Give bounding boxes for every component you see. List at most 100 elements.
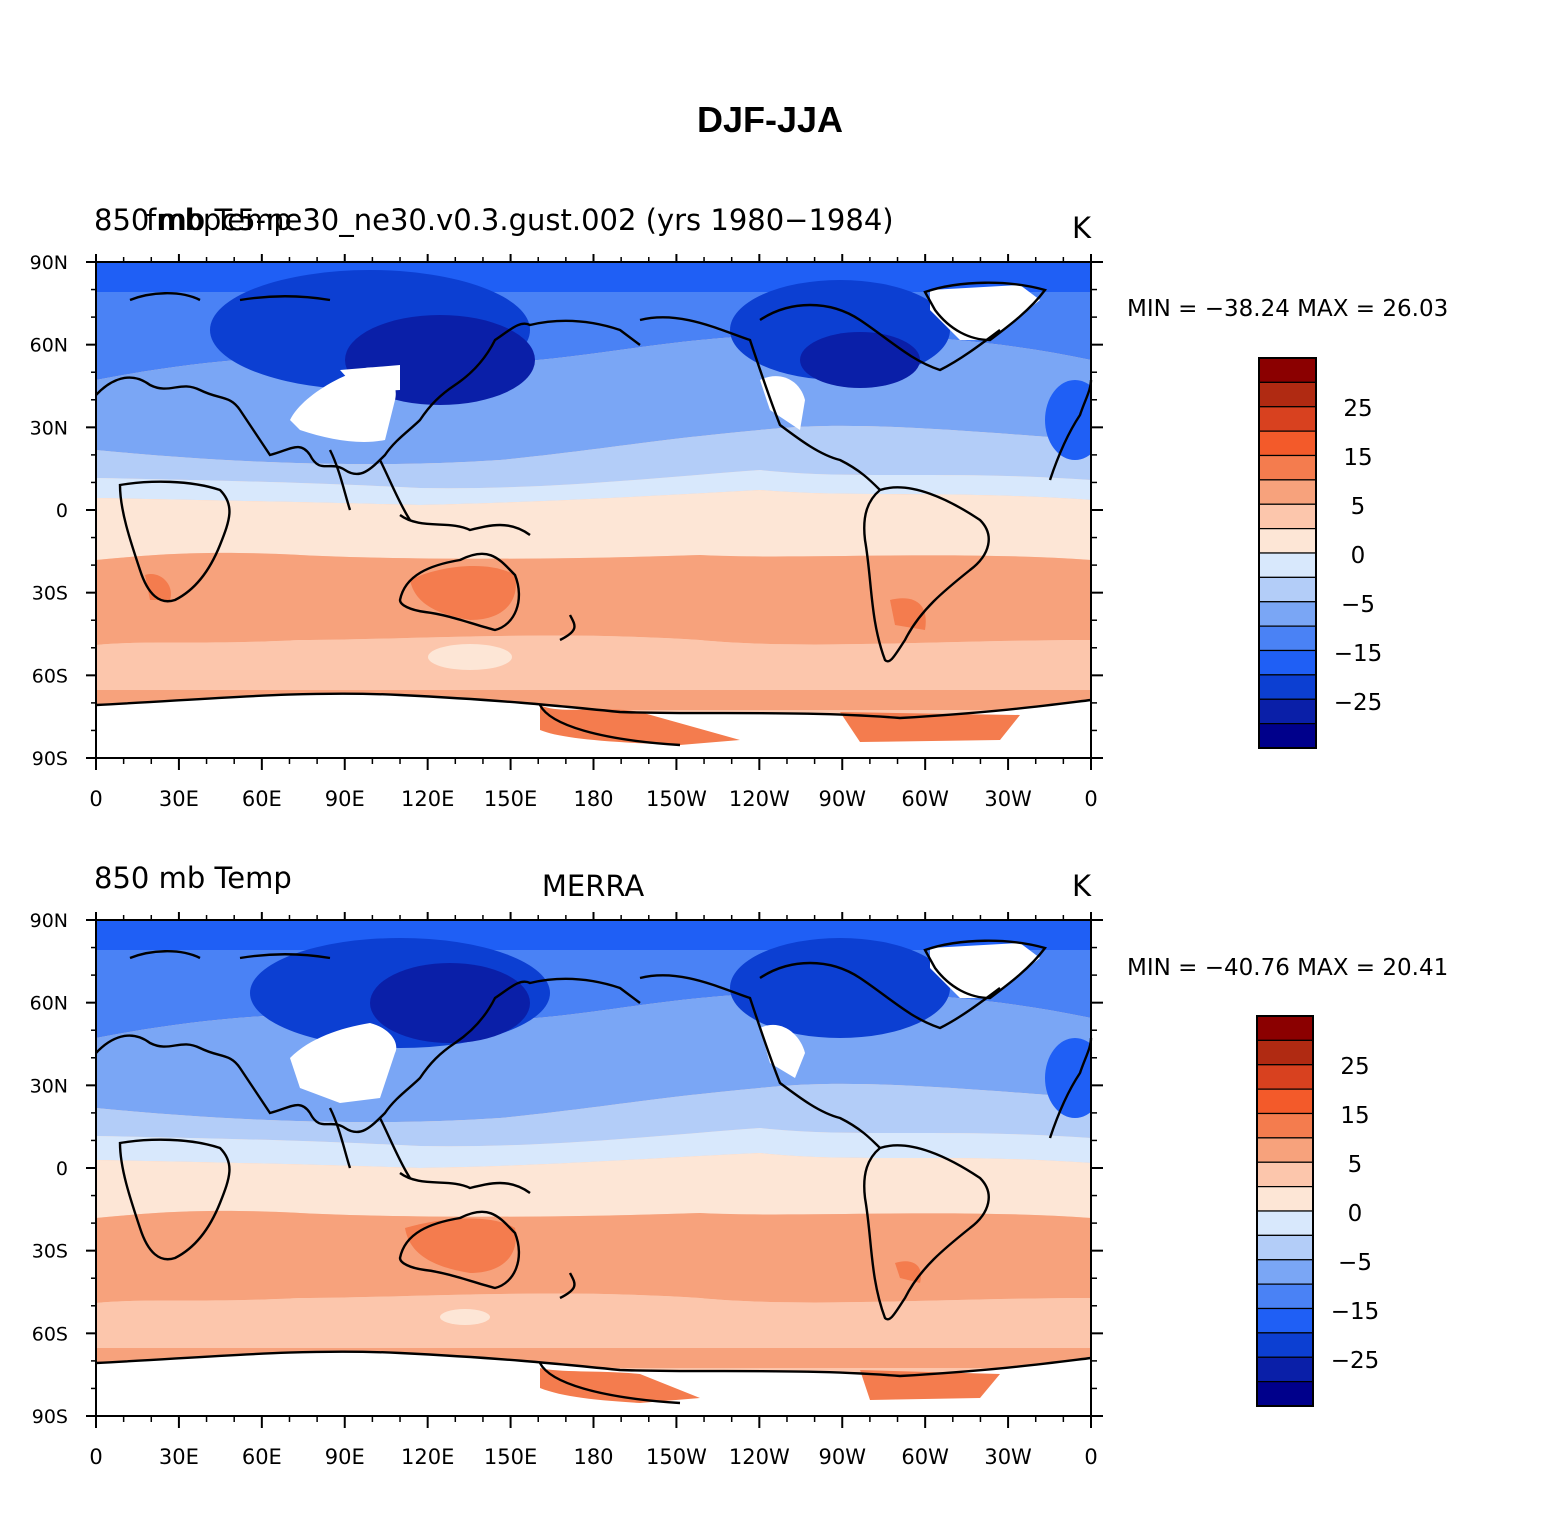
map-panel-merra: 90N 60N 30N 0 30S 60S 90S 0 30E 60E 90E 120E 150E 18…	[30, 861, 1449, 1469]
colorbar-box	[1256, 1381, 1314, 1407]
lon-tick-label: 120E	[401, 787, 454, 811]
colorbar-label: −15	[1331, 1299, 1380, 1325]
lon-tick-label: 90W	[819, 1445, 867, 1469]
lat-tick-label: 90S	[32, 1406, 68, 1428]
colorbar-box	[1256, 1137, 1314, 1163]
panel-units: K	[1072, 211, 1092, 245]
figure-title: DJF-JJA	[697, 99, 843, 140]
colorbar-box	[1256, 1088, 1314, 1115]
lon-tick-label: 150W	[646, 1445, 707, 1469]
panel-left-title: 850 mb Temp	[94, 203, 292, 237]
lon-tick-label: 60W	[901, 1445, 949, 1469]
colorbar-label: 15	[1343, 445, 1372, 471]
colorbar-label: 25	[1340, 1054, 1369, 1080]
lon-tick-label: 60W	[901, 787, 949, 811]
lon-tick-label: 30E	[159, 1445, 199, 1469]
colorbar-box	[1258, 381, 1317, 408]
colorbar-label: −25	[1331, 1348, 1380, 1374]
colorbar-box	[1258, 552, 1317, 578]
min-max-label: MIN = −38.24 MAX = 26.03	[1127, 296, 1448, 322]
colorbar-label: 0	[1348, 1201, 1363, 1227]
colorbar-label: 5	[1351, 494, 1366, 520]
lon-tick-label: 30W	[984, 1445, 1032, 1469]
lon-tick-label: 180	[573, 787, 613, 811]
colorbar-box	[1256, 1283, 1314, 1310]
lat-tick-label: 60N	[30, 335, 68, 357]
lon-tick-label: 180	[573, 1445, 613, 1469]
lon-tick-label: 60E	[242, 1445, 282, 1469]
colorbar-frame	[1258, 357, 1317, 749]
lat-tick-label: 30S	[32, 583, 68, 605]
colorbar-box	[1256, 1332, 1314, 1358]
colorbar-label: 15	[1340, 1103, 1369, 1129]
colorbar-box	[1256, 1015, 1314, 1041]
colorbar-label: −25	[1334, 690, 1383, 716]
colorbar-box	[1258, 528, 1317, 554]
lon-tick-label: 0	[1084, 1445, 1097, 1469]
lon-tick-label: 0	[89, 787, 102, 811]
min-max-label: MIN = −40.76 MAX = 20.41	[1127, 955, 1448, 981]
lon-tick-label: 30W	[984, 787, 1032, 811]
colorbar-box	[1256, 1186, 1314, 1212]
colorbar-box	[1258, 479, 1317, 505]
coastlines	[95, 939, 1093, 1405]
map-field	[96, 920, 1091, 1416]
colorbar-box	[1256, 1356, 1314, 1383]
lat-axis-left: 90N 60N 30N 0 30S 60S 90S	[30, 910, 1103, 1428]
colorbar-box	[1258, 357, 1317, 383]
colorbar-box	[1256, 1210, 1314, 1236]
lat-tick-label: 30N	[30, 417, 68, 439]
colorbar-box	[1256, 1112, 1314, 1139]
colorbar-label: 25	[1343, 396, 1372, 422]
lat-tick-label: 60S	[32, 665, 68, 687]
map-field	[96, 262, 1091, 758]
colorbar-box	[1256, 1234, 1314, 1261]
lat-tick-label: 60N	[30, 993, 68, 1015]
colorbar-box	[1256, 1039, 1314, 1066]
colorbar-box	[1258, 649, 1317, 676]
colorbar-box	[1258, 576, 1317, 603]
lat-axis-left: 90N 60N 30N 0 30S 60S 90S	[30, 252, 1103, 770]
lat-tick-label: 60S	[32, 1323, 68, 1345]
colorbar-boxes	[1258, 357, 1317, 749]
colorbar-label: 5	[1348, 1152, 1363, 1178]
panel-units: K	[1072, 869, 1092, 903]
lon-tick-label: 60E	[242, 787, 282, 811]
colorbar-boxes	[1256, 1015, 1314, 1407]
lon-tick-label: 90E	[325, 787, 365, 811]
colorbar-label: 0	[1351, 543, 1366, 569]
lat-tick-label: 30N	[30, 1075, 68, 1097]
lon-tick-label: 90W	[819, 787, 867, 811]
colorbar-label: −15	[1334, 641, 1383, 667]
colorbar-box	[1258, 454, 1317, 481]
colorbar-box	[1258, 406, 1317, 432]
panel-case-title: fmbpc5-ne30_ne30.v0.3.gust.002 (yrs 1980…	[146, 203, 894, 237]
lon-tick-label: 30E	[159, 787, 199, 811]
panel-left-title: 850 mb Temp	[94, 861, 292, 895]
colorbar-box	[1256, 1307, 1314, 1334]
colorbar-box	[1256, 1064, 1314, 1090]
colorbar-box	[1258, 723, 1317, 749]
colorbar-label: −5	[1341, 592, 1375, 618]
lon-tick-label: 120W	[729, 787, 790, 811]
coastlines	[95, 281, 1093, 747]
lat-tick-label: 0	[56, 500, 68, 522]
lon-tick-label: 0	[89, 1445, 102, 1469]
lon-tick-label: 120E	[401, 1445, 454, 1469]
lon-axis-bottom: 0 30E 60E 90E 120E 150E 180 150W 120W 90W 60W 30W 0	[89, 254, 1098, 811]
lon-tick-label: 150W	[646, 787, 707, 811]
colorbar-frame	[1256, 1015, 1314, 1407]
colorbar-label: −5	[1338, 1250, 1372, 1276]
lon-tick-label: 150E	[484, 1445, 537, 1469]
colorbar-box	[1256, 1259, 1314, 1285]
colorbar-labels: 25 15 5 0 −5 −15 −25	[1334, 396, 1383, 716]
lon-tick-label: 0	[1084, 787, 1097, 811]
panel-center-title: MERRA	[542, 869, 644, 903]
lon-axis-bottom: 0 30E 60E 90E 120E 150E 180 150W 120W 90W 60W 30W 0	[89, 912, 1098, 1469]
lat-tick-label: 90N	[30, 910, 68, 932]
lon-tick-label: 120W	[729, 1445, 790, 1469]
colorbar-box	[1258, 430, 1317, 457]
colorbar-labels: 25 15 5 0 −5 −15 −25	[1331, 1054, 1380, 1374]
colorbar-box	[1258, 625, 1317, 652]
